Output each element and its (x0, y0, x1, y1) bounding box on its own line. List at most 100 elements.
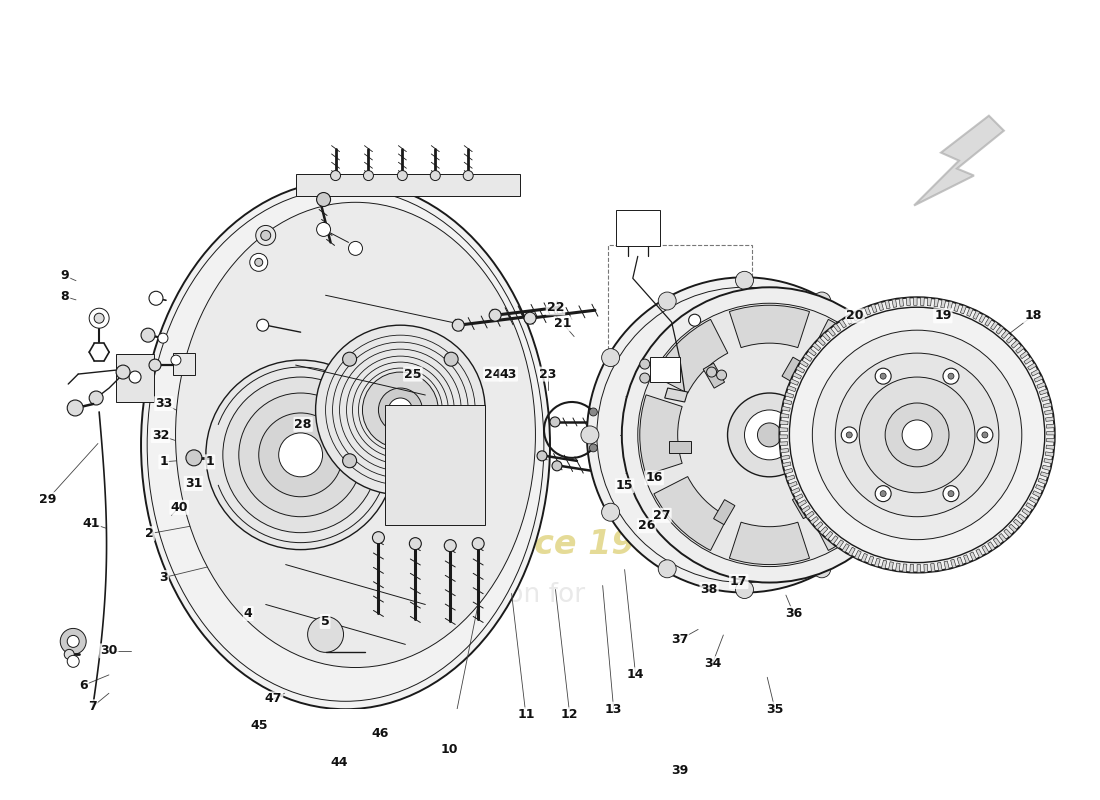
Polygon shape (1006, 335, 1014, 343)
Polygon shape (937, 562, 943, 571)
Text: 46: 46 (371, 726, 388, 740)
Polygon shape (780, 442, 788, 446)
Bar (826, 429, 848, 441)
Circle shape (869, 349, 888, 366)
Circle shape (581, 426, 598, 444)
Polygon shape (807, 348, 816, 356)
Circle shape (60, 629, 86, 654)
Circle shape (317, 193, 331, 206)
Circle shape (658, 292, 676, 310)
Circle shape (378, 388, 422, 432)
Polygon shape (957, 557, 962, 566)
Bar (714, 500, 735, 525)
Polygon shape (800, 360, 808, 367)
Circle shape (363, 372, 438, 448)
Circle shape (590, 444, 597, 452)
Circle shape (716, 370, 727, 380)
Circle shape (727, 417, 762, 453)
Circle shape (621, 287, 917, 582)
Wedge shape (811, 319, 886, 394)
Text: 3: 3 (160, 571, 168, 584)
Polygon shape (868, 556, 873, 565)
Text: 27: 27 (653, 509, 671, 522)
Polygon shape (783, 399, 792, 405)
Bar (173, 353, 195, 375)
Circle shape (658, 560, 676, 578)
Circle shape (780, 298, 1055, 573)
Circle shape (524, 312, 536, 324)
Text: 35: 35 (767, 702, 783, 716)
Polygon shape (1045, 410, 1053, 414)
Circle shape (129, 371, 141, 383)
Polygon shape (1001, 330, 1009, 338)
Polygon shape (848, 547, 855, 556)
Polygon shape (903, 564, 906, 572)
Circle shape (602, 503, 619, 521)
Text: 1: 1 (160, 455, 168, 468)
Polygon shape (788, 386, 796, 392)
Text: 33: 33 (155, 397, 173, 410)
Text: 14: 14 (627, 669, 645, 682)
Ellipse shape (176, 202, 536, 667)
Polygon shape (1046, 445, 1054, 450)
Circle shape (170, 355, 180, 365)
Text: 12: 12 (561, 708, 579, 722)
Circle shape (317, 222, 331, 237)
Text: 17: 17 (730, 575, 748, 588)
Text: 40: 40 (170, 501, 188, 514)
Polygon shape (999, 534, 1007, 542)
Polygon shape (865, 306, 870, 315)
Wedge shape (857, 395, 899, 475)
Circle shape (943, 486, 959, 502)
Polygon shape (1022, 508, 1031, 516)
Circle shape (331, 170, 341, 181)
Polygon shape (845, 316, 853, 324)
Wedge shape (729, 522, 810, 565)
Polygon shape (1030, 497, 1038, 504)
Circle shape (148, 291, 163, 306)
Polygon shape (1044, 458, 1053, 463)
Polygon shape (834, 323, 840, 332)
Text: 2: 2 (145, 527, 154, 540)
Text: a passion for: a passion for (415, 582, 585, 607)
Text: 10: 10 (440, 742, 458, 756)
Text: 13: 13 (605, 702, 623, 716)
Polygon shape (664, 388, 688, 402)
Text: 26: 26 (638, 519, 656, 532)
Text: 47: 47 (265, 692, 283, 706)
Polygon shape (858, 309, 865, 318)
Circle shape (587, 278, 902, 593)
Circle shape (876, 486, 891, 502)
Circle shape (640, 359, 650, 369)
Polygon shape (793, 373, 802, 379)
Circle shape (869, 503, 888, 521)
Circle shape (948, 490, 954, 497)
Text: 5: 5 (321, 615, 329, 628)
Circle shape (397, 170, 407, 181)
Bar (608, 246, 752, 510)
Polygon shape (1046, 424, 1055, 428)
Polygon shape (947, 301, 953, 310)
Polygon shape (967, 308, 974, 317)
Polygon shape (1043, 402, 1052, 408)
Polygon shape (924, 564, 928, 572)
Text: 38: 38 (701, 583, 717, 596)
Polygon shape (827, 328, 836, 336)
Circle shape (813, 560, 830, 578)
Polygon shape (780, 435, 788, 438)
Polygon shape (782, 462, 791, 467)
Wedge shape (640, 395, 682, 475)
Circle shape (640, 373, 650, 383)
Polygon shape (782, 406, 790, 411)
Polygon shape (934, 298, 938, 307)
Text: 1: 1 (206, 455, 214, 468)
Circle shape (812, 330, 1022, 540)
Polygon shape (805, 511, 814, 518)
Bar (703, 363, 725, 388)
Bar (385, 405, 485, 525)
Text: 15: 15 (616, 479, 634, 492)
Circle shape (308, 617, 343, 652)
Polygon shape (815, 522, 823, 530)
Circle shape (239, 393, 363, 517)
Polygon shape (804, 354, 812, 362)
